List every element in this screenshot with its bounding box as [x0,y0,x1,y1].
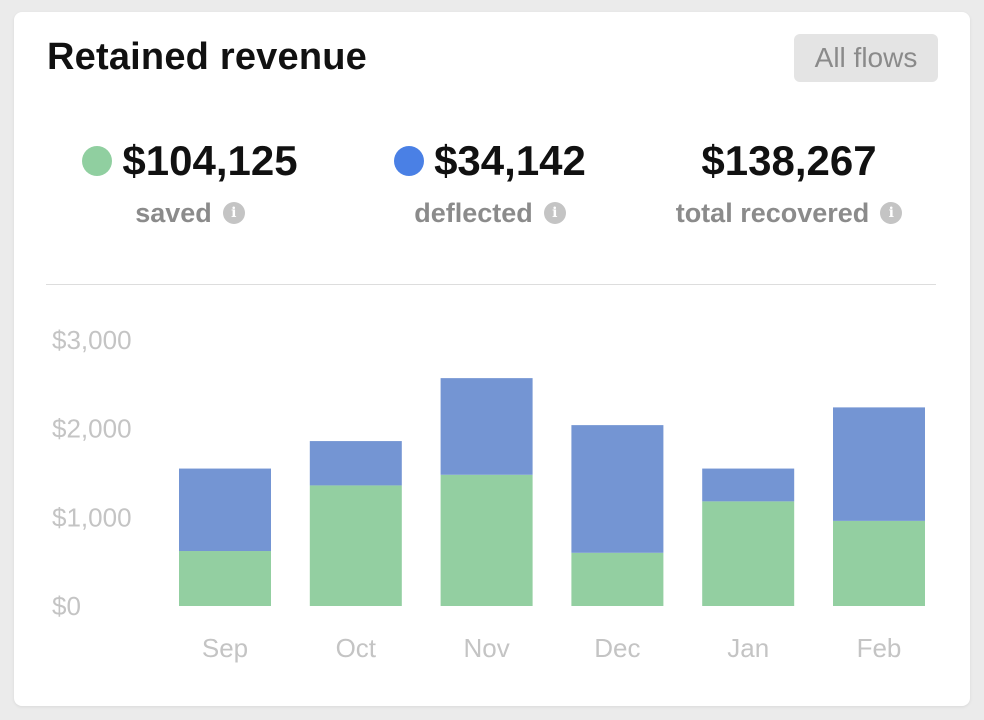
total-recovered-label: total recovered [675,197,870,228]
x-tick-label: Dec [594,633,640,663]
saved-legend-dot [82,146,113,176]
bar-saved-jan[interactable] [702,501,795,606]
x-tick-label: Sep [202,633,248,663]
y-tick-label: $1,000 [52,502,132,532]
deflected-label: deflected [414,197,533,228]
card-title: Retained revenue [47,36,367,78]
bar-saved-oct[interactable] [309,485,402,606]
bar-saved-feb[interactable] [833,520,925,606]
stat-total-recovered: $138,267 total recovered i [629,137,949,230]
total-recovered-value: $138,267 [701,137,877,184]
saved-label: saved [135,197,212,228]
bar-deflected-sep[interactable] [179,468,271,552]
x-tick-label: Nov [463,633,509,663]
divider [46,284,936,285]
bar-saved-nov[interactable] [440,474,533,606]
stacked-bar-chart: $0 $1,000 $2,000 $3,000 Sep Oct Nov Dec Jan Feb [52,325,925,663]
info-icon[interactable]: i [222,202,245,224]
bar-deflected-nov[interactable] [440,378,533,475]
deflected-value: $34,142 [434,137,586,184]
bar-saved-dec[interactable] [571,552,664,606]
bar-deflected-feb[interactable] [833,407,925,521]
x-tick-label: Feb [857,633,902,663]
bar-deflected-jan[interactable] [702,468,795,502]
x-tick-label: Jan [727,633,769,663]
y-tick-label: $0 [52,591,81,621]
stat-saved: $104,125 saved i [30,137,350,230]
bar-saved-sep[interactable] [179,551,271,606]
retained-revenue-card: Retained revenue All flows $104,125 save… [14,12,970,706]
all-flows-filter-button[interactable]: All flows [794,34,938,82]
bar-deflected-dec[interactable] [571,425,664,553]
y-tick-label: $3,000 [52,325,132,355]
bar-deflected-oct[interactable] [309,441,402,486]
saved-value: $104,125 [122,137,298,184]
stat-deflected: $34,142 deflected i [330,137,650,230]
info-icon[interactable]: i [880,202,903,224]
x-tick-label: Oct [336,633,377,663]
y-tick-label: $2,000 [52,414,132,444]
info-icon[interactable]: i [543,202,566,224]
deflected-legend-dot [394,146,425,176]
